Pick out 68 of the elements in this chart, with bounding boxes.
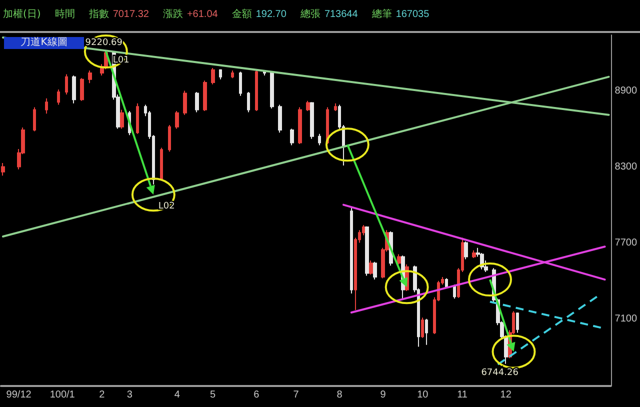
candlestick xyxy=(195,92,199,113)
x-tick-label: 10 xyxy=(417,390,429,400)
candlestick xyxy=(310,102,314,140)
candlestick xyxy=(33,106,36,132)
candlestick xyxy=(211,67,215,85)
candlestick xyxy=(373,261,377,280)
x-tick-label: 4 xyxy=(174,390,180,400)
x-tick-label: 100/1 xyxy=(50,390,76,400)
candlestick xyxy=(239,71,242,96)
text: 總張 713644 xyxy=(300,9,358,20)
title-box: 刀道K線圖 xyxy=(4,37,84,49)
x-tick-label: 11 xyxy=(457,390,468,400)
candlestick xyxy=(472,250,476,259)
candlestick xyxy=(445,278,448,289)
text: 時間 xyxy=(54,9,75,20)
candlestick xyxy=(425,318,428,346)
y-tick-label: 8900 xyxy=(614,85,638,96)
candlestick xyxy=(203,80,207,112)
candlestick xyxy=(120,109,124,130)
candlestick xyxy=(290,128,294,146)
candlestick xyxy=(350,207,353,294)
candlestick xyxy=(45,98,48,114)
candlestick xyxy=(247,92,250,113)
candlestick xyxy=(516,312,519,334)
candlestick xyxy=(219,68,222,80)
text: 指數 7017.32 xyxy=(88,9,149,20)
candlestick xyxy=(168,124,171,152)
candlestick xyxy=(231,70,234,79)
candlestick xyxy=(136,102,139,134)
x-tick-label: 99/12 xyxy=(6,390,32,400)
text: 漲跌 +61.04 xyxy=(162,9,218,20)
x-tick-label: 5 xyxy=(210,390,216,400)
y-tick-label: 7100 xyxy=(614,313,638,324)
y-tick-label: 7700 xyxy=(614,237,638,248)
text: 金額 192.70 xyxy=(232,9,286,20)
candlestick xyxy=(365,226,369,276)
x-tick-label: 8 xyxy=(336,390,343,400)
text: 加權(日) xyxy=(3,9,41,20)
candlestick xyxy=(397,254,401,265)
x-tick-label: 3 xyxy=(126,390,133,400)
x-tick-label: 9 xyxy=(380,390,386,400)
candlestick xyxy=(65,74,68,96)
candlestick xyxy=(369,260,373,275)
candlestick xyxy=(464,241,468,260)
candlestick xyxy=(175,110,179,130)
x-tick-label: 12 xyxy=(500,390,512,400)
candlestick xyxy=(88,70,92,84)
x-tick-label: 7 xyxy=(293,390,300,400)
candlestick xyxy=(453,284,456,300)
candlestick xyxy=(421,317,424,338)
candlestick xyxy=(270,71,274,109)
candlestick xyxy=(334,102,337,112)
candlestick xyxy=(255,68,258,112)
annotation: 6744.26 xyxy=(481,368,519,378)
candlestick xyxy=(57,88,60,106)
candlestick xyxy=(306,100,310,112)
candlestick xyxy=(298,106,302,144)
candlestick xyxy=(72,75,76,104)
x-tick-label: 6 xyxy=(254,390,260,400)
candlestick xyxy=(80,78,84,102)
text: 總筆 167035 xyxy=(372,9,430,20)
y-tick-label: 8300 xyxy=(614,161,638,172)
candlestick xyxy=(318,133,321,146)
x-tick-label: 2 xyxy=(99,390,106,400)
candlestick xyxy=(1,162,5,176)
candlestick xyxy=(183,90,187,116)
candlestick xyxy=(278,104,282,134)
candlestick xyxy=(160,147,163,182)
